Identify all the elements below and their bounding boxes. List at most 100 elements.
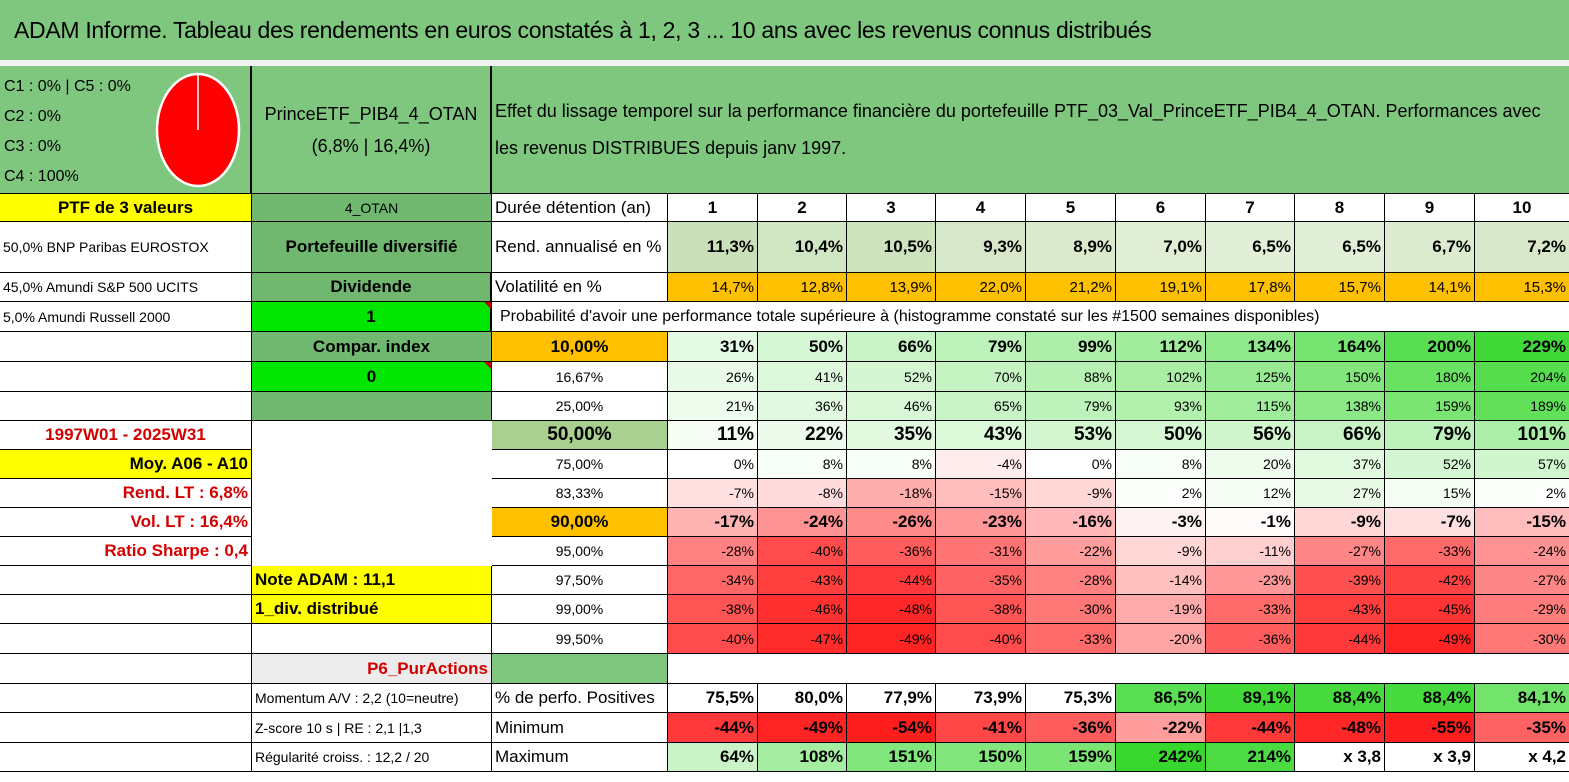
probability-value[interactable]: -44% [1295, 624, 1385, 654]
maximum-value[interactable]: 242% [1116, 743, 1206, 772]
probability-value[interactable]: 134% [1206, 332, 1295, 362]
probability-value[interactable]: 27% [1295, 479, 1385, 508]
probability-value[interactable]: 41% [758, 362, 847, 392]
probability-value[interactable]: 200% [1385, 332, 1475, 362]
vol-value[interactable]: 13,9% [847, 273, 936, 302]
maximum-value[interactable]: 64% [668, 743, 758, 772]
probability-value[interactable]: 11% [668, 421, 758, 450]
probability-value[interactable]: -9% [1026, 479, 1116, 508]
probability-value[interactable]: -23% [1206, 566, 1295, 595]
rend-value[interactable]: 6,7% [1385, 222, 1475, 273]
portfolio-name-cell[interactable]: PrinceETF_PIB4_4_OTAN (6,8% | 16,4%) [252, 66, 492, 194]
empty-left[interactable] [0, 392, 252, 421]
dividend-flag[interactable]: 1 [252, 302, 492, 332]
positive-value[interactable]: 88,4% [1385, 684, 1475, 713]
probability-value[interactable]: -26% [847, 508, 936, 537]
probability-value[interactable]: -24% [758, 508, 847, 537]
probability-value[interactable]: -40% [758, 537, 847, 566]
vol-value[interactable]: 15,3% [1475, 273, 1569, 302]
probability-value[interactable]: 88% [1026, 362, 1116, 392]
vol-lt-label[interactable]: Vol. LT : 16,4% [0, 508, 252, 537]
probability-value[interactable]: 125% [1206, 362, 1295, 392]
probability-value[interactable]: -42% [1385, 566, 1475, 595]
vol-value[interactable]: 12,8% [758, 273, 847, 302]
rend-value[interactable]: 6,5% [1295, 222, 1385, 273]
probability-value[interactable]: -28% [668, 537, 758, 566]
probability-value[interactable]: -39% [1295, 566, 1385, 595]
empty-left[interactable] [0, 654, 252, 684]
probability-value[interactable]: 79% [1026, 392, 1116, 421]
probability-value[interactable]: -7% [1385, 508, 1475, 537]
minimum-value[interactable]: -49% [758, 713, 847, 743]
empty-mid[interactable] [252, 624, 492, 654]
probability-value[interactable]: 0% [668, 450, 758, 479]
holding-2[interactable]: 45,0% Amundi S&P 500 UCITS [0, 273, 252, 302]
probability-value[interactable]: -33% [1206, 595, 1295, 624]
note-label[interactable]: Note ADAM : 11,1 [252, 566, 492, 595]
probability-value[interactable]: 26% [668, 362, 758, 392]
probability-threshold[interactable]: 83,33% [492, 479, 668, 508]
probability-value[interactable]: 8% [1116, 450, 1206, 479]
probability-value[interactable]: -38% [936, 595, 1026, 624]
probability-threshold[interactable]: 90,00% [492, 508, 668, 537]
rend-label[interactable]: Rend. annualisé en % [492, 222, 668, 273]
probability-value[interactable]: 150% [1295, 362, 1385, 392]
probability-value[interactable]: 93% [1116, 392, 1206, 421]
period-label[interactable]: 1997W01 - 2025W31 [0, 421, 252, 450]
diversifie-label[interactable]: Portefeuille diversifié [252, 222, 492, 273]
positive-value[interactable]: 86,5% [1116, 684, 1206, 713]
compar-label[interactable]: Compar. index [252, 332, 492, 362]
probability-value[interactable]: 180% [1385, 362, 1475, 392]
year-header[interactable]: 3 [847, 194, 936, 222]
probability-value[interactable]: -27% [1295, 537, 1385, 566]
moy-label[interactable]: Moy. A06 - A10 [0, 450, 252, 479]
probability-value[interactable]: 52% [1385, 450, 1475, 479]
minimum-value[interactable]: -48% [1295, 713, 1385, 743]
maximum-value[interactable]: x 3,9 [1385, 743, 1475, 772]
probability-value[interactable]: -16% [1026, 508, 1116, 537]
probability-value[interactable]: 31% [668, 332, 758, 362]
empty-cell[interactable] [1475, 302, 1569, 332]
positive-value[interactable]: 88,4% [1295, 684, 1385, 713]
probability-value[interactable]: -43% [758, 566, 847, 595]
probability-value[interactable]: -7% [668, 479, 758, 508]
probability-value[interactable]: 70% [936, 362, 1026, 392]
year-header[interactable]: 8 [1295, 194, 1385, 222]
probability-value[interactable]: 99% [1026, 332, 1116, 362]
year-header[interactable]: 7 [1206, 194, 1295, 222]
vol-value[interactable]: 17,8% [1206, 273, 1295, 302]
probability-value[interactable]: 46% [847, 392, 936, 421]
probability-value[interactable]: -3% [1116, 508, 1206, 537]
holding-3[interactable]: 5,0% Amundi Russell 2000 [0, 302, 252, 332]
probability-value[interactable]: -35% [936, 566, 1026, 595]
rend-value[interactable]: 9,3% [936, 222, 1026, 273]
maximum-value[interactable]: x 3,8 [1295, 743, 1385, 772]
probability-value[interactable]: 79% [1385, 421, 1475, 450]
probability-value[interactable]: -33% [1026, 624, 1116, 654]
rend-value[interactable]: 7,2% [1475, 222, 1569, 273]
rend-value[interactable]: 10,4% [758, 222, 847, 273]
probability-threshold[interactable]: 99,00% [492, 595, 668, 624]
vol-value[interactable]: 19,1% [1116, 273, 1206, 302]
probability-value[interactable]: 115% [1206, 392, 1295, 421]
probability-value[interactable]: 36% [758, 392, 847, 421]
vol-value[interactable]: 14,1% [1385, 273, 1475, 302]
empty-left[interactable] [0, 595, 252, 624]
probability-value[interactable]: -34% [668, 566, 758, 595]
probability-value[interactable]: 37% [1295, 450, 1385, 479]
positive-value[interactable]: 75,5% [668, 684, 758, 713]
probability-value[interactable]: 15% [1385, 479, 1475, 508]
probability-value[interactable]: 204% [1475, 362, 1569, 392]
vol-label[interactable]: Volatilité en % [492, 273, 668, 302]
maximum-value[interactable]: 151% [847, 743, 936, 772]
probability-value[interactable]: -1% [1206, 508, 1295, 537]
probability-value[interactable]: 164% [1295, 332, 1385, 362]
maximum-value[interactable]: 159% [1026, 743, 1116, 772]
probability-value[interactable]: 66% [1295, 421, 1385, 450]
probability-value[interactable]: 50% [758, 332, 847, 362]
empty-left[interactable] [0, 684, 252, 713]
probability-value[interactable]: -15% [1475, 508, 1569, 537]
probability-threshold[interactable]: 97,50% [492, 566, 668, 595]
year-header[interactable]: 1 [668, 194, 758, 222]
description-cell[interactable]: Effet du lissage temporel sur la perform… [492, 66, 1569, 194]
